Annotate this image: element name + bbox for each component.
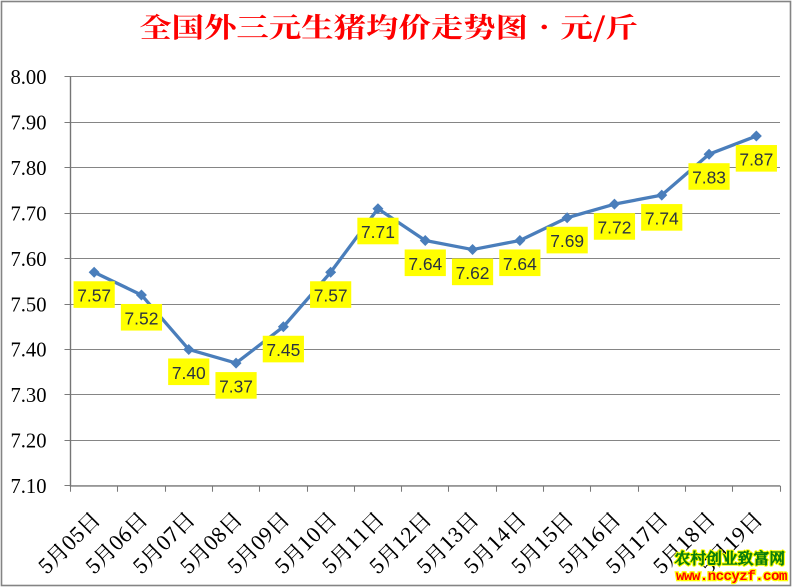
svg-text:7.40: 7.40 bbox=[10, 340, 46, 362]
svg-text:7.69: 7.69 bbox=[550, 231, 584, 251]
svg-text:7.70: 7.70 bbox=[10, 203, 46, 225]
svg-text:7.72: 7.72 bbox=[598, 217, 632, 237]
svg-text:7.52: 7.52 bbox=[125, 308, 159, 328]
svg-text:7.64: 7.64 bbox=[503, 254, 537, 274]
svg-text:7.10: 7.10 bbox=[10, 476, 46, 498]
svg-text:7.45: 7.45 bbox=[266, 340, 300, 360]
svg-text:7.71: 7.71 bbox=[361, 222, 395, 242]
svg-text:7.57: 7.57 bbox=[77, 286, 111, 306]
svg-text:7.57: 7.57 bbox=[314, 286, 348, 306]
svg-text:7.62: 7.62 bbox=[456, 263, 490, 283]
svg-text:www.nccyzf.com: www.nccyzf.com bbox=[676, 569, 787, 585]
svg-text:7.40: 7.40 bbox=[172, 363, 206, 383]
svg-text:7.20: 7.20 bbox=[10, 430, 46, 452]
svg-text:7.74: 7.74 bbox=[645, 208, 679, 228]
svg-text:8.00: 8.00 bbox=[10, 67, 46, 89]
svg-text:7.30: 7.30 bbox=[10, 385, 46, 407]
svg-text:7.80: 7.80 bbox=[10, 158, 46, 180]
svg-text:7.87: 7.87 bbox=[739, 149, 773, 169]
svg-text:7.90: 7.90 bbox=[10, 113, 46, 135]
svg-text:7.64: 7.64 bbox=[408, 254, 442, 274]
svg-text:7.50: 7.50 bbox=[10, 294, 46, 316]
svg-text:www.nccyzf.com: www.nccyzf.com bbox=[676, 569, 787, 585]
svg-text:7.37: 7.37 bbox=[219, 376, 253, 396]
svg-text:7.83: 7.83 bbox=[692, 168, 726, 188]
svg-text:7.60: 7.60 bbox=[10, 249, 46, 271]
